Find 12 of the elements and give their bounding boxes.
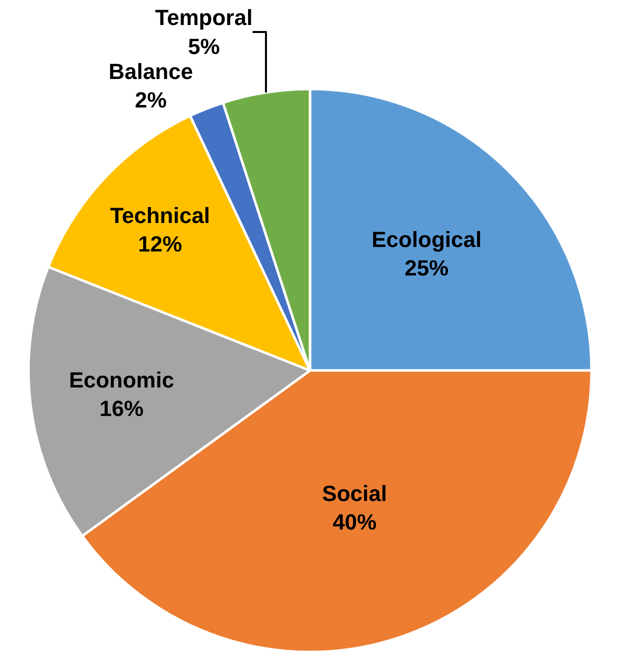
data-label: 12% (138, 231, 182, 256)
slice-label: Economic (68, 368, 174, 393)
slice-label: Ecological (372, 227, 482, 252)
slice-label: Temporal (155, 5, 253, 30)
data-label: 25% (404, 256, 449, 281)
slice-label: Technical (110, 202, 210, 228)
slice-label: Social (322, 480, 387, 506)
data-label: 40% (332, 510, 377, 535)
data-label: 16% (99, 396, 144, 422)
slice-label: Balance (108, 58, 193, 84)
data-label: 5% (188, 34, 220, 59)
data-label: 2% (134, 87, 167, 112)
